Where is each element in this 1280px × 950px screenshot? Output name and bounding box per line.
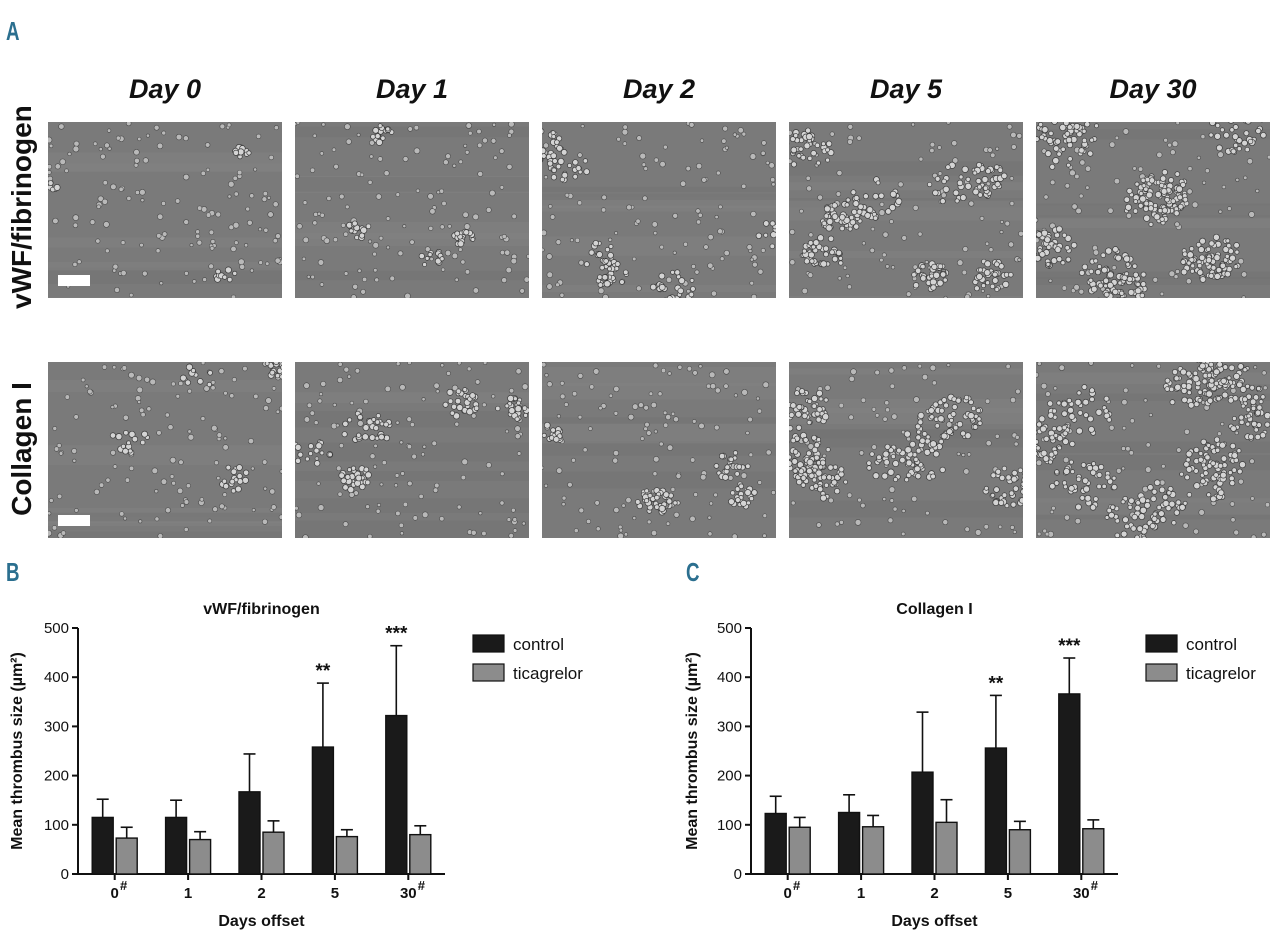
day-label: Day 0 (128, 74, 202, 104)
x-tick-label: 30 (1073, 885, 1090, 902)
x-tick-label: 2 (257, 885, 265, 902)
x-tick-label: 0 (784, 885, 792, 902)
x-axis-label: Days offset (218, 913, 305, 930)
panel-letter-b: B (6, 557, 20, 587)
legend-label-ticagrelor: ticagrelor (1186, 664, 1256, 683)
y-tick-label: 500 (44, 620, 69, 637)
y-tick-label: 200 (44, 768, 69, 785)
y-tick-label: 0 (61, 866, 69, 883)
bar-ticagrelor (409, 833, 432, 875)
y-tick-label: 500 (717, 620, 742, 637)
y-tick-label: 300 (44, 718, 69, 735)
bar-ticagrelor (788, 826, 811, 875)
significance-annotation: *** (385, 624, 408, 645)
bar-ticagrelor (1008, 829, 1032, 875)
micrograph-image (295, 362, 529, 538)
bar-ticagrelor (188, 838, 212, 875)
x-tick-mark: # (120, 878, 128, 893)
scale-bar (58, 275, 90, 286)
x-tick-label: 1 (857, 885, 865, 902)
bar-control (164, 816, 188, 875)
bar-control (385, 714, 408, 875)
bar-ticagrelor (935, 821, 958, 875)
panel-letter-a: A (6, 16, 20, 46)
y-tick-label: 400 (717, 669, 742, 686)
legend-label-ticagrelor: ticagrelor (513, 664, 583, 683)
row-label: vWF/fibrinogen (6, 105, 37, 309)
row-label: Collagen I (6, 382, 37, 516)
x-tick-mark: # (793, 878, 801, 893)
micrograph-image (48, 362, 282, 538)
x-tick-label: 5 (331, 885, 339, 902)
micrograph-image (789, 122, 1023, 298)
x-tick-label: 2 (930, 885, 938, 902)
bar-control (311, 746, 335, 875)
scale-bar (58, 515, 90, 526)
y-tick-label: 0 (734, 866, 742, 883)
micrograph-image (1036, 122, 1270, 298)
legend-swatch-control (472, 634, 505, 653)
y-tick-label: 100 (717, 817, 742, 834)
micrograph-image (789, 362, 1023, 538)
legend-swatch-ticagrelor (1145, 663, 1178, 682)
day-label: Day 5 (869, 74, 943, 104)
significance-annotation: ** (316, 661, 331, 682)
bar-control (911, 771, 934, 875)
bar-ticagrelor (262, 831, 285, 875)
y-tick-label: 400 (44, 669, 69, 686)
bar-control (764, 812, 787, 875)
y-tick-label: 100 (44, 817, 69, 834)
day-label: Day 1 (375, 74, 449, 104)
chart-title: Collagen I (896, 601, 972, 618)
y-tick-label: 300 (717, 718, 742, 735)
bar-ticagrelor (115, 837, 138, 875)
micrograph-image (295, 122, 529, 298)
legend-label-control: control (513, 635, 564, 654)
day-label: Day 2 (622, 74, 696, 104)
day-label: Day 30 (1109, 74, 1197, 104)
y-axis-label: Mean thrombus size (µm²) (9, 652, 26, 850)
y-tick-label: 200 (717, 768, 742, 785)
chart-title: vWF/fibrinogen (203, 601, 319, 618)
micrograph-image (542, 362, 776, 538)
bar-control (238, 791, 261, 875)
x-tick-label: 30 (400, 885, 417, 902)
legend-swatch-ticagrelor (472, 663, 505, 682)
bar-control (837, 811, 861, 875)
x-tick-mark: # (1091, 878, 1099, 893)
panel-letter-c: C (686, 557, 700, 587)
y-axis-label: Mean thrombus size (µm²) (684, 652, 701, 850)
bar-ticagrelor (1082, 828, 1105, 875)
micrograph-image (48, 122, 282, 298)
bar-control (91, 816, 114, 875)
x-tick-label: 5 (1004, 885, 1012, 902)
micrograph-image (542, 122, 776, 298)
bar-control (1058, 693, 1081, 875)
bar-control (984, 747, 1008, 875)
significance-annotation: *** (1058, 636, 1081, 657)
x-tick-label: 0 (111, 885, 119, 902)
x-axis-label: Days offset (891, 913, 978, 930)
significance-annotation: ** (989, 673, 1004, 694)
bar-ticagrelor (861, 826, 885, 875)
bar-ticagrelor (335, 835, 359, 875)
legend-label-control: control (1186, 635, 1237, 654)
x-tick-mark: # (418, 878, 426, 893)
micrograph-image (1036, 362, 1270, 538)
legend-swatch-control (1145, 634, 1178, 653)
x-tick-label: 1 (184, 885, 192, 902)
